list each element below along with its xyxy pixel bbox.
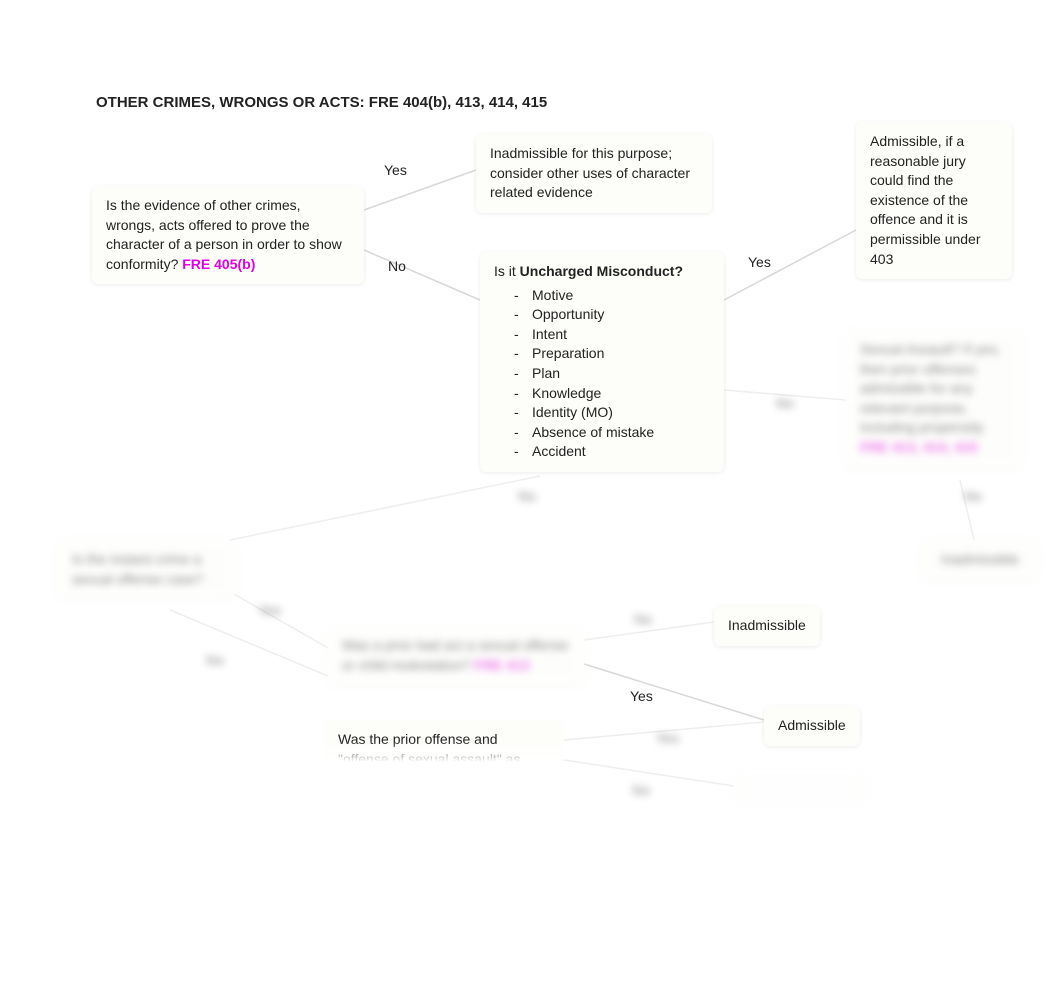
edge-label: No xyxy=(776,395,794,411)
edge-label: Yes xyxy=(630,688,653,704)
node-admissible-top: Admissible, if a reasonable jury could f… xyxy=(856,122,1012,279)
edge-label: No xyxy=(206,652,224,668)
node-q1: Is the evidence of other crimes, wrongs,… xyxy=(92,186,364,284)
q2-list-item: Preparation xyxy=(514,344,710,364)
edge-label: Yes xyxy=(384,162,407,178)
r-blur-right-fre: FRE 413, 414, 415 xyxy=(860,439,978,455)
node-q3-blur: Is the instant crime a sexual offense ca… xyxy=(58,540,234,599)
q2-list-item: Accident xyxy=(514,442,710,462)
node-q5: Was the prior offense and "offense of se… xyxy=(324,720,564,762)
node-admissible: Admissible xyxy=(764,706,860,746)
r-yes-top-text: Inadmissible for this purpose; consider … xyxy=(490,145,690,200)
edge-label: No xyxy=(518,488,536,504)
q1-fre: FRE 405(b) xyxy=(182,256,255,272)
node-sexual-assault-blur: Sexual Assault? If yes, then prior offen… xyxy=(846,330,1022,468)
r-admissible-top-text: Admissible, if a reasonable jury could f… xyxy=(870,133,981,267)
node-blank-blur xyxy=(734,772,868,800)
q2-list-item: Knowledge xyxy=(514,384,710,404)
q2-list-item: Absence of mistake xyxy=(514,423,710,443)
q2-list-item: Plan xyxy=(514,364,710,384)
edge-label: Yes xyxy=(656,730,679,746)
q2-lead: Is it xyxy=(494,263,520,279)
q4-text: Was a prior bad act a sexual offense or … xyxy=(342,637,568,673)
edge-label: Yes xyxy=(258,602,281,618)
q2-list: MotiveOpportunityIntentPreparationPlanKn… xyxy=(514,286,710,462)
r-inadmissible-small-text: Inadmissible xyxy=(941,551,1019,567)
q2-list-item: Motive xyxy=(514,286,710,306)
edge-label: No xyxy=(964,488,982,504)
q3-text: Is the instant crime a sexual offense ca… xyxy=(72,551,203,587)
q4-fre: FRE 413 xyxy=(474,657,529,673)
r-blur-right-text: Sexual Assault? If yes, then prior offen… xyxy=(860,341,1001,435)
q5-text: Was the prior offense and "offense of se… xyxy=(338,731,520,762)
r-admissible-text: Admissible xyxy=(778,717,846,733)
q2-bold: Uncharged Misconduct? xyxy=(520,263,683,279)
edge-label: No xyxy=(388,258,406,274)
node-q4-blur: Was a prior bad act a sexual offense or … xyxy=(328,626,584,685)
node-inadmissible-small: Inadmissible xyxy=(922,540,1038,580)
node-q2: Is it Uncharged Misconduct? MotiveOpport… xyxy=(480,252,724,472)
diagram-title: OTHER CRIMES, WRONGS OR ACTS: FRE 404(b)… xyxy=(96,94,547,111)
node-inadmissible-purpose: Inadmissible for this purpose; consider … xyxy=(476,134,712,213)
q2-list-item: Intent xyxy=(514,325,710,345)
q2-list-item: Opportunity xyxy=(514,305,710,325)
edge-label: Yes xyxy=(748,254,771,270)
r-inadmissible-text: Inadmissible xyxy=(728,617,806,633)
edge-label: No xyxy=(634,611,652,627)
q2-list-item: Identity (MO) xyxy=(514,403,710,423)
edge-label: No xyxy=(632,782,650,798)
node-inadmissible: Inadmissible xyxy=(714,606,820,646)
